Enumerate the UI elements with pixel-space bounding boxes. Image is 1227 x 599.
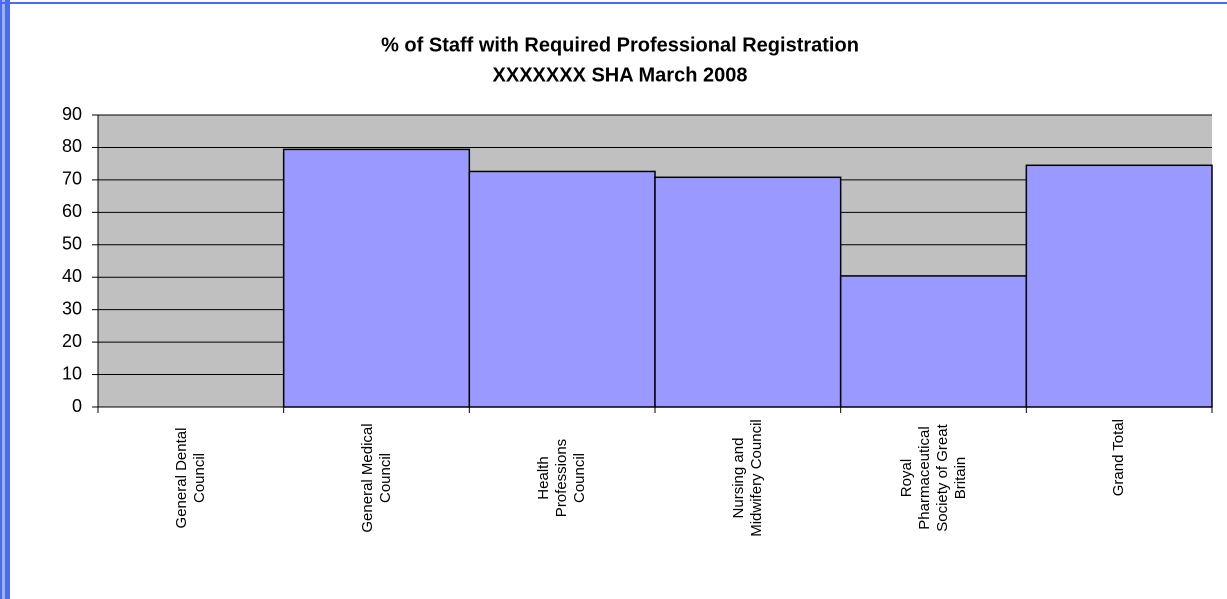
chart-title: % of Staff with Required Professional Re… bbox=[381, 34, 859, 56]
chart-subtitle: XXXXXXX SHA March 2008 bbox=[493, 64, 748, 86]
bar bbox=[282, 148, 471, 408]
bar bbox=[654, 176, 842, 408]
y-tick-label: 70 bbox=[62, 169, 82, 189]
x-tick-label: Grand Total bbox=[1110, 419, 1128, 569]
bar bbox=[468, 170, 656, 408]
y-tick-label: 10 bbox=[62, 363, 82, 383]
bar bbox=[1025, 164, 1213, 408]
frame-edge bbox=[0, 2, 1227, 4]
x-tick-text: General Dental Council bbox=[172, 427, 208, 529]
y-tick-label: 80 bbox=[62, 136, 82, 156]
bar bbox=[839, 275, 1028, 408]
y-tick-label: 60 bbox=[62, 201, 82, 221]
x-tick-label: Health Professions Council bbox=[535, 419, 589, 569]
x-tick-label: Royal Pharmaceutical Society of Great Br… bbox=[898, 419, 970, 569]
y-tick-label: 20 bbox=[62, 331, 82, 351]
x-tick-text: General Medical Council bbox=[358, 423, 394, 533]
x-tick-text: Grand Total bbox=[1110, 419, 1128, 497]
x-tick-text: Nursing and Midwifery Council bbox=[729, 419, 765, 537]
y-tick-label: 30 bbox=[62, 298, 82, 318]
y-tick-label: 40 bbox=[62, 266, 82, 286]
frame-edge bbox=[2, 0, 5, 599]
y-tick-label: 0 bbox=[72, 396, 82, 416]
y-tick-label: 50 bbox=[62, 234, 82, 254]
x-tick-text: Health Professions Council bbox=[535, 438, 589, 518]
y-tick-label: 90 bbox=[62, 104, 82, 124]
x-tick-label: Nursing and Midwifery Council bbox=[730, 419, 766, 569]
x-tick-text: Royal Pharmaceutical Society of Great Br… bbox=[897, 424, 969, 532]
x-tick-label: General Dental Council bbox=[173, 419, 209, 569]
x-tick-label: General Medical Council bbox=[359, 419, 395, 569]
